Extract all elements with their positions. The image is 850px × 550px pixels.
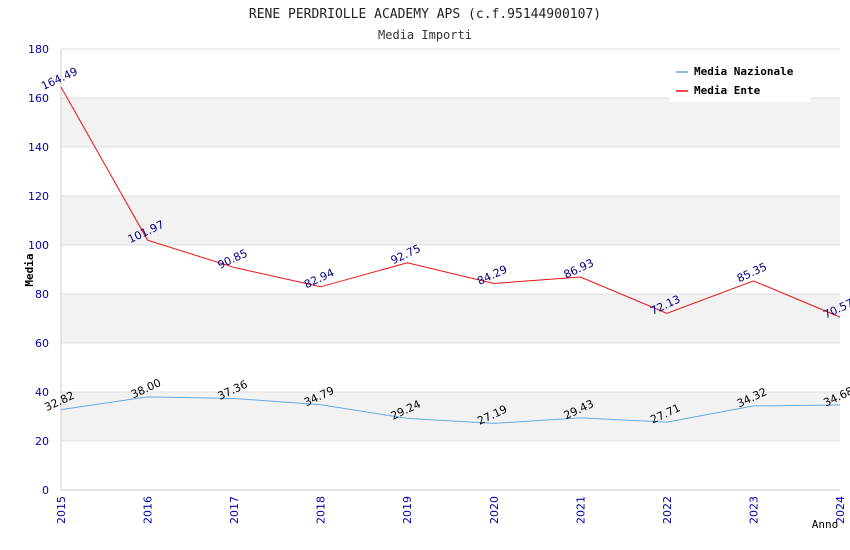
x-tick-label: 2017 <box>228 496 241 524</box>
legend-label-media-nazionale: Media Nazionale <box>694 65 794 78</box>
y-tick-label: 60 <box>35 337 49 350</box>
y-tick-label: 120 <box>28 190 49 203</box>
data-label: 84.29 <box>475 263 509 288</box>
series-layer <box>60 86 841 424</box>
y-tick-label: 180 <box>28 43 49 56</box>
gridlines <box>61 48 840 491</box>
x-tick-label: 2023 <box>747 496 760 524</box>
data-label: 90.85 <box>216 247 250 272</box>
background-band <box>61 98 840 147</box>
x-tick-label: 2022 <box>661 496 674 524</box>
chart-title: RENE PERDRIOLLE ACADEMY APS (c.f.9514490… <box>249 7 601 22</box>
y-tick-label: 20 <box>35 435 49 448</box>
x-axis-label: Anno <box>812 518 839 531</box>
y-axis-ticks: 0 20 40 60 80 100 120 140 160 180 <box>28 43 49 497</box>
background-band <box>61 294 840 343</box>
background-bands <box>61 98 840 441</box>
x-tick-label: 2021 <box>574 496 587 524</box>
x-tick-label: 2019 <box>401 496 414 524</box>
data-label: 82.94 <box>302 266 336 291</box>
y-tick-label: 100 <box>28 239 49 252</box>
x-tick-label: 2018 <box>315 496 328 524</box>
x-tick-label: 2020 <box>488 496 501 524</box>
y-axis-label: Media <box>23 253 36 286</box>
background-band <box>61 196 840 245</box>
y-tick-label: 40 <box>35 386 49 399</box>
series-line-media-ente <box>60 86 841 318</box>
y-tick-label: 0 <box>42 484 49 497</box>
y-tick-label: 140 <box>28 141 49 154</box>
y-tick-label: 80 <box>35 288 49 301</box>
series-line-media-nazionale <box>60 396 841 424</box>
x-tick-label: 2024 <box>834 496 847 524</box>
legend-box <box>670 58 810 102</box>
x-tick-label: 2016 <box>142 496 155 524</box>
legend: Media Nazionale Media Ente <box>670 58 810 102</box>
legend-label-media-ente: Media Ente <box>694 84 761 97</box>
x-tick-label: 2015 <box>55 496 68 524</box>
y-tick-label: 160 <box>28 92 49 105</box>
chart-subtitle: Media Importi <box>378 28 472 42</box>
data-label: 164.49 <box>39 65 79 93</box>
x-axis-ticks: 2015 2016 2017 2018 2019 2020 2021 2022 2023 2024 <box>55 496 847 524</box>
background-band <box>61 392 840 441</box>
